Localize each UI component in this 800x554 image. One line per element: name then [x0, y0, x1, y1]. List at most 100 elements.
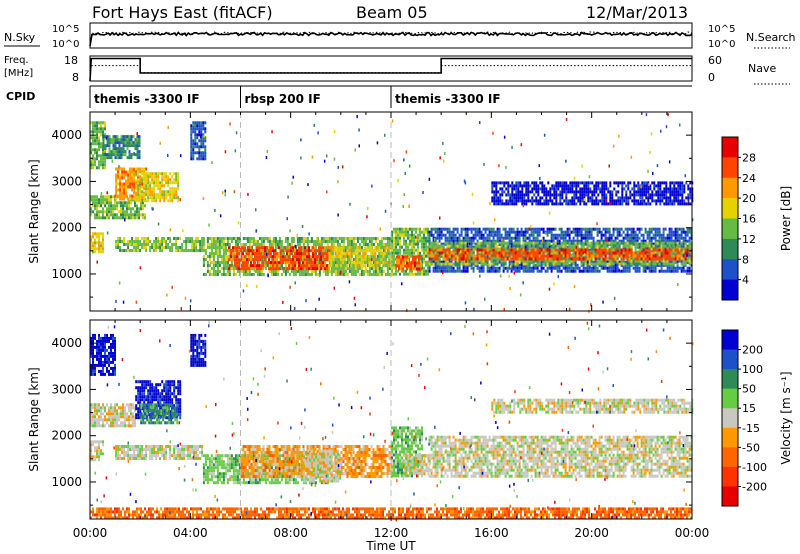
heatmap-cell: [104, 198, 106, 202]
heatmap-cell: [360, 249, 363, 253]
heatmap-cell: [546, 233, 549, 237]
heatmap-cell: [427, 233, 429, 237]
heatmap-cell: [526, 230, 529, 234]
heatmap-cell: [212, 261, 215, 264]
heatmap-cell: [294, 264, 296, 268]
heatmap-cell: [654, 239, 657, 243]
heatmap-cell: [682, 245, 685, 249]
heatmap-cell: [554, 236, 557, 240]
heatmap-cell: [138, 138, 141, 142]
heatmap-cell: [614, 241, 617, 245]
heatmap-cell: [280, 264, 283, 267]
heatmap-cell: [672, 269, 675, 273]
heatmap-cell: [405, 269, 407, 273]
heatmap-cell: [258, 264, 260, 268]
heatmap-cell: [512, 230, 515, 234]
heatmap-cell: [224, 273, 227, 276]
heatmap-cell: [478, 244, 481, 248]
heatmap-cell: [314, 264, 316, 268]
heatmap-cell: [682, 227, 685, 231]
heatmap-cell: [94, 139, 96, 143]
heatmap-cell: [153, 196, 156, 200]
heatmap-cell: [632, 239, 635, 243]
heatmap-cell: [646, 230, 649, 234]
heatmap-cell: [112, 135, 115, 139]
heatmap-cell: [155, 237, 158, 240]
heatmap-cell: [206, 243, 209, 246]
heatmap-cell: [372, 249, 375, 253]
heatmap-cell: [214, 273, 217, 276]
heatmap-cell: [372, 261, 375, 264]
heatmap-cell: [214, 261, 217, 264]
heatmap-cell: [594, 244, 597, 248]
heatmap-cell: [516, 236, 519, 240]
heatmap-cell: [135, 179, 138, 183]
heatmap-cell: [340, 267, 343, 270]
heatmap-cell: [133, 240, 136, 243]
heatmap-cell: [558, 269, 561, 273]
heatmap-cell: [612, 259, 615, 263]
heatmap-cell: [391, 251, 393, 255]
heatmap-cell: [294, 255, 296, 259]
heatmap-cell: [116, 207, 118, 211]
heatmap-cell: [592, 269, 595, 273]
heatmap-cell: [460, 239, 463, 243]
heatmap-cell: [102, 201, 104, 205]
heatmap-cell: [302, 264, 304, 268]
heatmap-cell: [125, 170, 128, 174]
heatmap-cell: [502, 227, 505, 231]
heatmap-cell: [628, 262, 631, 266]
heatmap-cell: [482, 244, 485, 248]
heatmap-cell: [686, 227, 689, 231]
heatmap-cell: [436, 244, 439, 248]
heatmap-cell: [92, 127, 94, 131]
heatmap-cell: [280, 240, 283, 243]
heatmap-cell: [460, 233, 463, 237]
heatmap-cell: [674, 266, 677, 270]
heatmap-cell: [530, 266, 533, 270]
heatmap-cell: [220, 255, 223, 258]
heatmap-cell: [480, 241, 483, 245]
heatmap-cell: [446, 230, 449, 234]
heatmap-cell: [594, 266, 597, 270]
heatmap-cell: [662, 236, 665, 240]
heatmap-cell: [415, 242, 417, 246]
heatmap-cell: [528, 244, 531, 248]
heatmap-cell: [212, 255, 215, 258]
heatmap-cell: [652, 244, 655, 248]
heatmap-cell: [360, 237, 363, 240]
heatmap-cell: [421, 272, 423, 276]
heatmap-cell: [199, 246, 202, 249]
heatmap-cell: [636, 266, 639, 270]
heatmap-cell: [137, 199, 140, 203]
heatmap-cell: [324, 252, 326, 256]
noise-tick-top-right: 10^5: [708, 24, 735, 35]
heatmap-cell: [417, 236, 419, 240]
heatmap-cell: [102, 244, 104, 248]
heatmap-cell: [630, 244, 633, 248]
heatmap-cell: [256, 261, 259, 264]
heatmap-cell: [161, 193, 164, 197]
heatmap-cell: [656, 230, 659, 234]
heatmap-cell: [171, 199, 174, 203]
heatmap-cell: [134, 213, 136, 217]
heatmap-cell: [399, 272, 401, 276]
heatmap-cell: [296, 258, 298, 262]
heatmap-cell: [576, 263, 579, 267]
heatmap-cell: [201, 243, 204, 246]
heatmap-cell: [110, 210, 112, 214]
heatmap-cell: [616, 233, 619, 237]
heatmap-cell: [444, 239, 447, 243]
heatmap-cell: [612, 269, 615, 273]
heatmap-cell: [220, 243, 223, 246]
heatmap-cell: [572, 250, 575, 254]
heatmap-cell: [518, 266, 521, 270]
heatmap-cell: [582, 236, 585, 240]
heatmap-cell: [250, 261, 252, 265]
heatmap-cell: [474, 242, 477, 246]
heatmap-cell: [224, 264, 227, 267]
heatmap-cell: [258, 258, 260, 262]
heatmap-cell: [522, 244, 525, 248]
heatmap-cell: [108, 207, 110, 211]
heatmap-cell: [374, 237, 377, 240]
